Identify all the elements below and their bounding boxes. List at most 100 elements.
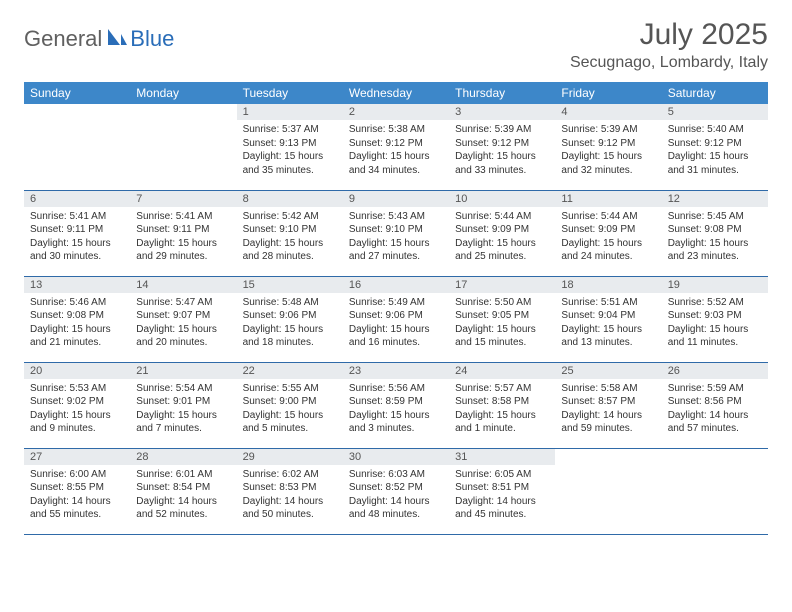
- sunset-line: Sunset: 9:12 PM: [668, 137, 762, 151]
- sunset-line: Sunset: 9:07 PM: [136, 309, 230, 323]
- day-number: 28: [130, 449, 236, 465]
- calendar-week-row: 13Sunrise: 5:46 AMSunset: 9:08 PMDayligh…: [24, 276, 768, 362]
- day-details: Sunrise: 5:49 AMSunset: 9:06 PMDaylight:…: [343, 293, 449, 354]
- calendar-week-row: 20Sunrise: 5:53 AMSunset: 9:02 PMDayligh…: [24, 362, 768, 448]
- day-number: 29: [237, 449, 343, 465]
- calendar-day-cell: 15Sunrise: 5:48 AMSunset: 9:06 PMDayligh…: [237, 276, 343, 362]
- daylight-line: Daylight: 14 hours and 45 minutes.: [455, 495, 549, 522]
- day-details: Sunrise: 5:44 AMSunset: 9:09 PMDaylight:…: [449, 207, 555, 268]
- sunset-line: Sunset: 9:08 PM: [30, 309, 124, 323]
- daylight-line: Daylight: 15 hours and 24 minutes.: [561, 237, 655, 264]
- day-number: 19: [662, 277, 768, 293]
- calendar-day-cell: 7Sunrise: 5:41 AMSunset: 9:11 PMDaylight…: [130, 190, 236, 276]
- day-number: 22: [237, 363, 343, 379]
- sunset-line: Sunset: 9:13 PM: [243, 137, 337, 151]
- calendar-day-cell: 20Sunrise: 5:53 AMSunset: 9:02 PMDayligh…: [24, 362, 130, 448]
- daylight-line: Daylight: 15 hours and 29 minutes.: [136, 237, 230, 264]
- daylight-line: Daylight: 15 hours and 34 minutes.: [349, 150, 443, 177]
- sunset-line: Sunset: 8:58 PM: [455, 395, 549, 409]
- sunrise-line: Sunrise: 5:48 AM: [243, 296, 337, 310]
- sunrise-line: Sunrise: 5:50 AM: [455, 296, 549, 310]
- sunset-line: Sunset: 8:56 PM: [668, 395, 762, 409]
- day-number: 16: [343, 277, 449, 293]
- daylight-line: Daylight: 15 hours and 7 minutes.: [136, 409, 230, 436]
- sunrise-line: Sunrise: 5:58 AM: [561, 382, 655, 396]
- day-details: Sunrise: 5:57 AMSunset: 8:58 PMDaylight:…: [449, 379, 555, 440]
- calendar-day-cell: [130, 104, 236, 190]
- weekday-header: Monday: [130, 82, 236, 104]
- calendar-week-row: 6Sunrise: 5:41 AMSunset: 9:11 PMDaylight…: [24, 190, 768, 276]
- calendar-day-cell: 8Sunrise: 5:42 AMSunset: 9:10 PMDaylight…: [237, 190, 343, 276]
- daylight-line: Daylight: 15 hours and 5 minutes.: [243, 409, 337, 436]
- calendar-day-cell: 11Sunrise: 5:44 AMSunset: 9:09 PMDayligh…: [555, 190, 661, 276]
- daylight-line: Daylight: 15 hours and 23 minutes.: [668, 237, 762, 264]
- daylight-line: Daylight: 14 hours and 55 minutes.: [30, 495, 124, 522]
- sunrise-line: Sunrise: 5:41 AM: [136, 210, 230, 224]
- daylight-line: Daylight: 15 hours and 30 minutes.: [30, 237, 124, 264]
- day-details: Sunrise: 5:46 AMSunset: 9:08 PMDaylight:…: [24, 293, 130, 354]
- title-block: July 2025 Secugnago, Lombardy, Italy: [570, 18, 768, 72]
- header: General Blue July 2025 Secugnago, Lombar…: [24, 18, 768, 72]
- calendar-day-cell: 17Sunrise: 5:50 AMSunset: 9:05 PMDayligh…: [449, 276, 555, 362]
- sunset-line: Sunset: 9:12 PM: [349, 137, 443, 151]
- sunset-line: Sunset: 8:57 PM: [561, 395, 655, 409]
- sunrise-line: Sunrise: 5:53 AM: [30, 382, 124, 396]
- sunset-line: Sunset: 8:59 PM: [349, 395, 443, 409]
- day-details: Sunrise: 5:45 AMSunset: 9:08 PMDaylight:…: [662, 207, 768, 268]
- sunset-line: Sunset: 8:55 PM: [30, 481, 124, 495]
- sunset-line: Sunset: 9:12 PM: [455, 137, 549, 151]
- sunset-line: Sunset: 9:02 PM: [30, 395, 124, 409]
- logo-text-blue: Blue: [130, 26, 174, 52]
- sunrise-line: Sunrise: 6:05 AM: [455, 468, 549, 482]
- weekday-header: Saturday: [662, 82, 768, 104]
- sunrise-line: Sunrise: 5:52 AM: [668, 296, 762, 310]
- day-details: Sunrise: 5:42 AMSunset: 9:10 PMDaylight:…: [237, 207, 343, 268]
- daylight-line: Daylight: 15 hours and 16 minutes.: [349, 323, 443, 350]
- sunset-line: Sunset: 9:05 PM: [455, 309, 549, 323]
- location: Secugnago, Lombardy, Italy: [570, 54, 768, 72]
- daylight-line: Daylight: 15 hours and 11 minutes.: [668, 323, 762, 350]
- sunrise-line: Sunrise: 5:39 AM: [455, 123, 549, 137]
- calendar-day-cell: [662, 448, 768, 534]
- calendar-day-cell: 16Sunrise: 5:49 AMSunset: 9:06 PMDayligh…: [343, 276, 449, 362]
- sunset-line: Sunset: 8:53 PM: [243, 481, 337, 495]
- day-details: Sunrise: 5:51 AMSunset: 9:04 PMDaylight:…: [555, 293, 661, 354]
- day-number: 27: [24, 449, 130, 465]
- day-details: Sunrise: 5:43 AMSunset: 9:10 PMDaylight:…: [343, 207, 449, 268]
- day-details: Sunrise: 6:01 AMSunset: 8:54 PMDaylight:…: [130, 465, 236, 526]
- sunrise-line: Sunrise: 5:51 AM: [561, 296, 655, 310]
- sunset-line: Sunset: 9:08 PM: [668, 223, 762, 237]
- day-number: 30: [343, 449, 449, 465]
- sunrise-line: Sunrise: 5:38 AM: [349, 123, 443, 137]
- sunrise-line: Sunrise: 6:03 AM: [349, 468, 443, 482]
- weekday-header-row: SundayMondayTuesdayWednesdayThursdayFrid…: [24, 82, 768, 104]
- weekday-header: Tuesday: [237, 82, 343, 104]
- sunrise-line: Sunrise: 6:02 AM: [243, 468, 337, 482]
- day-details: Sunrise: 5:47 AMSunset: 9:07 PMDaylight:…: [130, 293, 236, 354]
- day-number: 4: [555, 104, 661, 120]
- calendar-week-row: 27Sunrise: 6:00 AMSunset: 8:55 PMDayligh…: [24, 448, 768, 534]
- day-number: 10: [449, 191, 555, 207]
- daylight-line: Daylight: 15 hours and 13 minutes.: [561, 323, 655, 350]
- sunset-line: Sunset: 8:52 PM: [349, 481, 443, 495]
- day-number: 5: [662, 104, 768, 120]
- calendar-day-cell: 13Sunrise: 5:46 AMSunset: 9:08 PMDayligh…: [24, 276, 130, 362]
- calendar-day-cell: 22Sunrise: 5:55 AMSunset: 9:00 PMDayligh…: [237, 362, 343, 448]
- month-title: July 2025: [570, 18, 768, 52]
- sunrise-line: Sunrise: 5:40 AM: [668, 123, 762, 137]
- day-number: 25: [555, 363, 661, 379]
- sunrise-line: Sunrise: 5:57 AM: [455, 382, 549, 396]
- calendar-day-cell: 27Sunrise: 6:00 AMSunset: 8:55 PMDayligh…: [24, 448, 130, 534]
- calendar-day-cell: 4Sunrise: 5:39 AMSunset: 9:12 PMDaylight…: [555, 104, 661, 190]
- day-number: 1: [237, 104, 343, 120]
- calendar-day-cell: [24, 104, 130, 190]
- sunrise-line: Sunrise: 5:55 AM: [243, 382, 337, 396]
- day-number: 17: [449, 277, 555, 293]
- day-details: Sunrise: 5:40 AMSunset: 9:12 PMDaylight:…: [662, 120, 768, 181]
- calendar-day-cell: 18Sunrise: 5:51 AMSunset: 9:04 PMDayligh…: [555, 276, 661, 362]
- day-number: 18: [555, 277, 661, 293]
- logo-text-general: General: [24, 26, 102, 52]
- day-details: Sunrise: 5:41 AMSunset: 9:11 PMDaylight:…: [130, 207, 236, 268]
- calendar-day-cell: 29Sunrise: 6:02 AMSunset: 8:53 PMDayligh…: [237, 448, 343, 534]
- sunrise-line: Sunrise: 5:41 AM: [30, 210, 124, 224]
